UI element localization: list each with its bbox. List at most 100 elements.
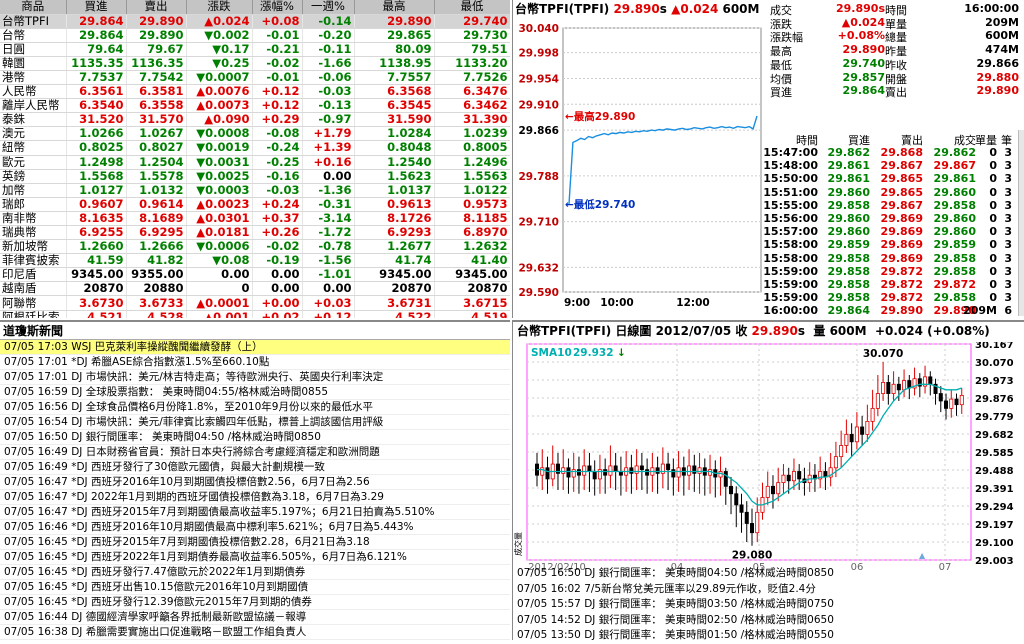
news-item[interactable]: 07/05 17:01 *DJ 希臘ASE綜合指數漲1.5%至660.10點 [0, 355, 510, 370]
news-item[interactable]: 07/05 16:50 DJ 銀行間匯率： 美東時間04:50 /格林威治時間0… [0, 430, 510, 445]
daily-news-item[interactable]: 07/05 16:02 7/5新台幣兌美元匯率以29.89元作收，貶值2.4分 [517, 582, 816, 595]
daily-y-tick: 29.100 [975, 538, 1014, 549]
news-item[interactable]: 07/05 16:38 DJ 希臘需要實施出口促進戰略－歐盟工作組負責人 [0, 625, 510, 640]
quote-row[interactable]: 阿聯幣 3.6730 3.6733 ▲0.0001 +0.00 +0.03 3.6731 3.… [0, 295, 510, 311]
tick-row[interactable]: 15:58:00 29.858 29.869 29.858 0 3 [763, 251, 1018, 265]
quote-row[interactable]: 印尼盾 9345.00 9355.00 0.00 0.00 -1.01 9345.00 934… [0, 267, 510, 283]
tick-row[interactable]: 15:57:00 29.860 29.869 29.860 0 3 [763, 225, 1018, 239]
quote-row[interactable]: 歐元 1.2498 1.2504 ▼0.0031 -0.25 +0.16 1.2540 1.2… [0, 155, 510, 170]
tick-cell: 29.869 [880, 212, 923, 225]
intraday-chart[interactable]: 30.040 29.998 29.954 29.910 29.866 29.788 29.7… [513, 20, 768, 318]
tick-row[interactable]: 15:55:00 29.858 29.867 29.858 0 3 [763, 199, 1018, 212]
news-item[interactable]: 07/05 16:45 *DJ 西班牙出售10.15億歐元2016年10月到期國… [0, 580, 510, 595]
quote-row[interactable]: 瑞典幣 6.9255 6.9295 ▲0.0181 +0.26 -1.72 6.9293 6.… [0, 225, 510, 241]
news-item[interactable]: 07/05 16:49 *DJ 西班牙發行了30億歐元國債，與最大計劃規模一致 [0, 460, 510, 475]
quote-row[interactable]: 紐幣 0.8025 0.8027 ▼0.0019 -0.24 +1.39 0.8048 0.8… [0, 140, 510, 156]
tick-row[interactable]: 15:56:00 29.860 29.869 29.860 0 3 [763, 212, 1018, 225]
quote-header-cell[interactable]: 最高 [354, 0, 435, 15]
news-item[interactable]: 07/05 17:03 WSJ 巴克萊利率操縱醜聞繼續發酵（上） [0, 340, 510, 355]
tick-row[interactable]: 15:58:00 29.859 29.869 29.859 0 3 [763, 238, 1018, 251]
news-item[interactable]: 07/05 16:54 DJ 市場快訊：美元/菲律賓比索觸四年低點，標普上調該國… [0, 415, 510, 430]
daily-candle-body [634, 465, 639, 474]
news-item[interactable]: 07/05 16:45 *DJ 西班牙發行12.39億歐元2015年7月到期的債… [0, 595, 510, 610]
intraday-panel: 台幣TPFI(TPFI) 29.890s ▲0.024 600M 30.040 2… [512, 0, 1024, 318]
news-item[interactable]: 07/05 16:45 *DJ 西班牙發行7.47億歐元於2022年1月到期債券 [0, 565, 510, 580]
news-item[interactable]: 07/05 16:49 DJ 日本財務省官員：預計日本央行將綜合考慮經濟穩定和歐… [0, 445, 510, 460]
quote-header-cell[interactable]: 商品 [0, 0, 67, 15]
tick-row[interactable]: 15:59:00 29.858 29.872 29.858 0 3 [763, 264, 1018, 278]
quote-header-cell[interactable]: 漲幅% [252, 0, 303, 15]
quote-high: 1.0137 [354, 183, 435, 198]
quote-row[interactable]: 加幣 1.0127 1.0132 ▼0.0003 -0.03 -1.36 1.0137 1.0… [0, 183, 510, 198]
tick-list[interactable]: 時間 買進 賣出 成交 單量筆 15:47:00 29.862 29.868 29.862 0 3 1… [763, 130, 1024, 317]
tick-cell: 29.858 [827, 264, 870, 278]
quote-header-cell[interactable]: 買進 [66, 0, 127, 15]
tick-cell: 15:47:00 [763, 146, 818, 159]
quote-row[interactable]: 新加坡幣 1.2660 1.2666 ▼0.0006 -0.02 -0.78 1.2677 1… [0, 239, 510, 255]
daily-candle-body [786, 474, 791, 482]
quote-row[interactable]: 人民幣 6.3561 6.3581 ▲0.0076 +0.12 -0.03 6.3568 6.… [0, 84, 510, 100]
tick-row[interactable]: 15:47:00 29.862 29.868 29.862 0 3 [763, 146, 1018, 159]
news-item[interactable]: 07/05 16:46 *DJ 西班牙2016年10月期國債最高中標利率5.62… [0, 520, 510, 535]
tick-row[interactable]: 15:59:00 29.858 29.872 29.872 0 3 [763, 278, 1018, 291]
quote-row[interactable]: 韓圜 1135.35 1136.35 ▼0.25 -0.02 -1.66 1138.95 11… [0, 56, 510, 71]
tick-row[interactable]: 15:48:00 29.861 29.867 29.867 0 3 [763, 159, 1018, 172]
daily-news-item[interactable]: 07/05 14:52 DJ 銀行間匯率： 美東時間02:50 /格林威治時間0… [517, 613, 834, 626]
quote-week-pct: +0.12 [302, 310, 355, 318]
quote-ask: 0.8027 [126, 140, 187, 156]
news-item[interactable]: 07/05 16:56 DJ 全球食品價格6月份降1.8%，至2010年9月份以… [0, 400, 510, 415]
tick-list-scrollbar[interactable] [1018, 130, 1024, 316]
news-item[interactable]: 07/05 16:45 *DJ 西班牙2022年1月到期債券最高收益率6.505… [0, 550, 510, 565]
tick-row[interactable]: 15:51:00 29.860 29.865 29.860 0 3 [763, 186, 1018, 199]
news-item[interactable]: 07/05 16:47 *DJ 西班牙2015年7月到期國債最高收益率5.197… [0, 505, 510, 520]
tick-cell: 29.860 [827, 225, 870, 239]
quote-change: ▲0.090 [186, 112, 253, 128]
tick-cell: 29.860 [933, 225, 976, 239]
quote-row[interactable]: 瑞郎 0.9607 0.9614 ▲0.0023 +0.24 -0.31 0.9613 0.9… [0, 197, 510, 212]
daily-candle-body [865, 420, 870, 435]
quote-header-cell[interactable]: 漲跌 [186, 0, 253, 15]
quote-row[interactable]: 台幣 29.864 29.890 ▼0.002 -0.01 -0.20 29.865 29.7… [0, 28, 510, 43]
news-item[interactable]: 07/05 16:59 DJ 全球股票指數： 美東時間04:55/格林威治時間0… [0, 385, 510, 400]
quote-row[interactable]: 港幣 7.7537 7.7542 ▼0.0007 -0.01 -0.06 7.7557 7.7… [0, 70, 510, 86]
quote-row[interactable]: 南非幣 8.1635 8.1689 ▲0.0301 +0.37 -3.14 8.1726 8.… [0, 211, 510, 227]
quote-row[interactable]: 阿根廷比索 4.521 4.528 ▲0.001 +0.02 +0.12 4.522 4.51… [0, 310, 510, 318]
quote-row[interactable]: 離岸人民幣 6.3540 6.3558 ▲0.0073 +0.12 -0.13 6.3545… [0, 98, 510, 114]
quote-row[interactable]: 英鎊 1.5568 1.5578 ▼0.0025 -0.16 0.00 1.5623 1.55… [0, 169, 510, 184]
news-item[interactable]: 07/05 16:47 *DJ 西班牙2016年10月到期國債投標倍數2.56，… [0, 475, 510, 490]
tick-cell: 29.869 [880, 251, 923, 265]
quote-row[interactable]: 越南盾 20870 20880 0 0.00 0.00 20870 20870 [0, 281, 510, 297]
quote-name: 人民幣 [0, 84, 67, 100]
quote-row[interactable]: 澳元 1.0266 1.0267 ▼0.0008 -0.08 +1.79 1.0284 1.0… [0, 126, 510, 142]
intraday-y-tick: 29.910 [518, 99, 559, 111]
quote-header-cell[interactable]: 最低 [434, 0, 510, 15]
quote-row[interactable]: 日圓 79.64 79.67 ▼0.17 -0.21 -0.11 80.09 79.51 [0, 42, 510, 57]
tick-cell: 29.858 [933, 291, 976, 305]
news-list[interactable]: 07/05 17:03 WSJ 巴克萊利率操縱醜聞繼續發酵（上） 07/05 17… [0, 340, 510, 640]
quote-row[interactable]: 菲律賓披索 41.59 41.82 ▼0.08 -0.19 -1.56 41.74 41.40 [0, 253, 510, 269]
quote-change-pct: +0.08 [252, 14, 303, 29]
news-item[interactable]: 07/05 16:45 *DJ 西班牙2015年7月到期國債投標倍數2.28，6… [0, 535, 510, 550]
quote-row[interactable]: 台幣TPFI 29.864 29.890 ▲0.024 +0.08 -0.14 29.890… [0, 14, 510, 29]
daily-news-item[interactable]: 07/05 13:50 DJ 銀行間匯率： 美東時間01:50 /格林威治時間0… [517, 629, 834, 641]
daily-candlestick-chart[interactable]: 30.167 30.070 29.973 29.876 29.779 29.682 29.5… [513, 342, 1024, 570]
quote-info-box: 成交 29.890s 時間 16:00:00 漲跌 ▲0.024 單量 209M 漲跌幅 +0.0… [768, 0, 1024, 128]
tick-row[interactable]: 15:50:00 29.861 29.865 29.861 0 3 [763, 172, 1018, 185]
news-item[interactable]: 07/05 16:44 DJ 德國經濟學家呼籲各界抵制最新歐盟協議－報導 [0, 610, 510, 625]
daily-candle-body [587, 465, 592, 472]
news-item[interactable]: 07/05 16:47 *DJ 2022年1月到期的西班牙國債投標倍數為3.18… [0, 490, 510, 505]
tick-row[interactable]: 15:59:00 29.858 29.872 29.858 0 3 [763, 291, 1018, 305]
daily-y-tick: 29.197 [975, 520, 1014, 531]
quote-header-cell[interactable]: 一週% [302, 0, 355, 15]
daily-news-item[interactable]: 07/05 15:57 DJ 銀行間匯率： 美東時間03:50 /格林威治時間0… [517, 598, 834, 610]
quote-name: 瑞典幣 [0, 225, 67, 241]
daily-news-item[interactable]: 07/05 16:50 DJ 銀行間匯率： 美東時間04:50 /格林威治時間0… [517, 567, 834, 579]
daily-news-list[interactable]: 07/05 16:50 DJ 銀行間匯率： 美東時間04:50 /格林威治時間0… [517, 566, 1022, 644]
daily-sma10-line [537, 383, 963, 506]
quote-row[interactable]: 泰銖 31.520 31.570 ▲0.090 +0.29 -0.97 31.590 31.3… [0, 112, 510, 128]
news-item[interactable]: 07/05 17:01 DJ 市場快訊：美元/林吉特走高；等待歐洲央行、英國央行… [0, 370, 510, 385]
tick-row[interactable]: 16:00:00 29.864 29.890 29.890 209M 6 [763, 304, 1018, 317]
quote-header-cell[interactable]: 賣出 [126, 0, 187, 15]
quote-bid: 41.59 [66, 253, 127, 269]
quote-high: 4.522 [354, 310, 435, 318]
